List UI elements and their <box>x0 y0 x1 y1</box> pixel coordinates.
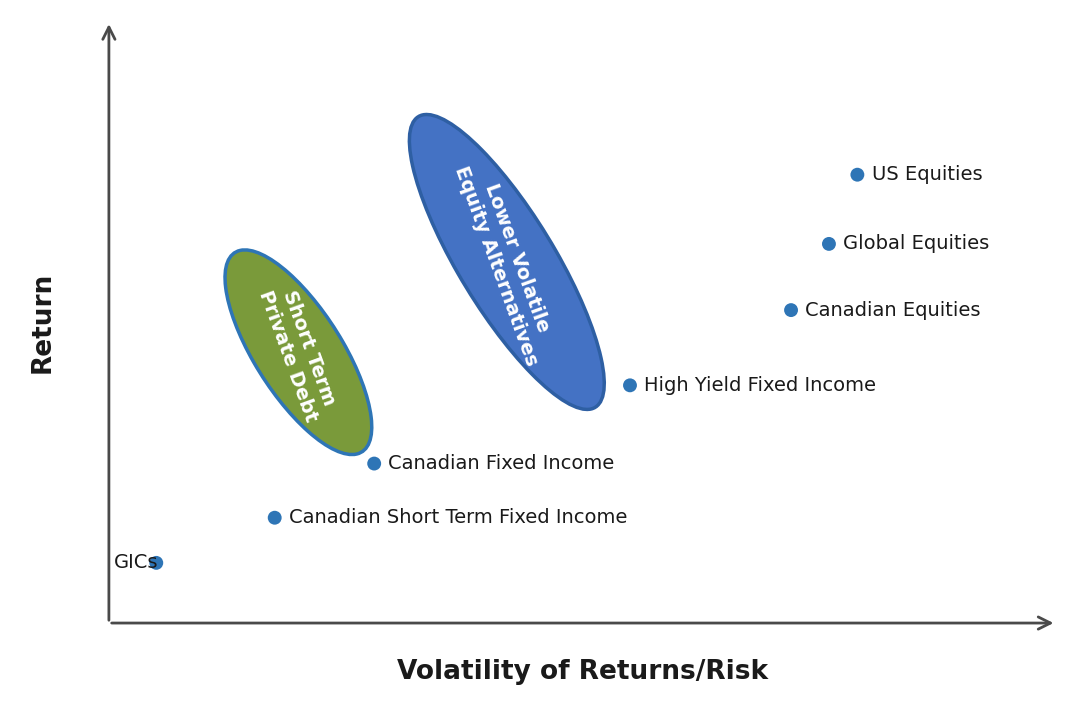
Point <box>266 512 283 523</box>
Text: Volatility of Returns/Risk: Volatility of Returns/Risk <box>397 659 768 685</box>
Text: High Yield Fixed Income: High Yield Fixed Income <box>645 376 877 395</box>
Text: Canadian Short Term Fixed Income: Canadian Short Term Fixed Income <box>289 508 627 527</box>
Point <box>848 169 866 181</box>
Point <box>147 557 166 569</box>
Point <box>366 458 383 469</box>
Text: Short Term
Private Debt: Short Term Private Debt <box>256 280 341 424</box>
Point <box>782 304 799 316</box>
Point <box>820 239 837 250</box>
Text: Global Equities: Global Equities <box>843 234 990 253</box>
Text: US Equities: US Equities <box>871 165 982 184</box>
Text: GICs: GICs <box>113 554 158 572</box>
Ellipse shape <box>225 250 371 455</box>
Text: Return: Return <box>29 271 56 373</box>
Ellipse shape <box>409 115 604 409</box>
Text: Lower Volatile
Equity Alternatives: Lower Volatile Equity Alternatives <box>452 156 562 368</box>
Text: Canadian Equities: Canadian Equities <box>805 301 981 319</box>
Text: Canadian Fixed Income: Canadian Fixed Income <box>389 454 614 473</box>
Point <box>621 379 638 391</box>
